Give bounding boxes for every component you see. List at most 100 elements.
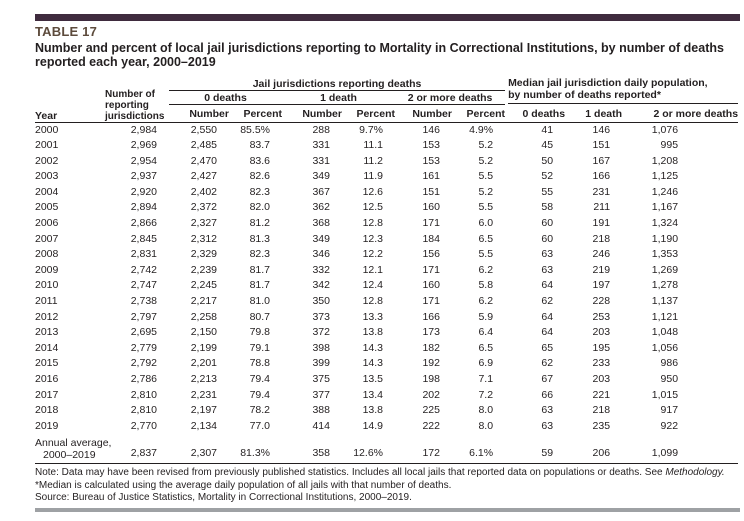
table-cell: 1,125 (651, 170, 679, 183)
table-cell: 6.5 (478, 232, 494, 245)
table-cell: 171 (422, 263, 440, 276)
table-cell: 202 (422, 388, 440, 401)
table-cell: 2,231 (190, 388, 217, 401)
table-notes: Note: Data may have been revised from pr… (35, 467, 740, 504)
table-cell: 59 (505, 434, 566, 465)
table-cell: 362 (312, 201, 330, 214)
table-cell: 1,076 (651, 123, 679, 136)
table-cell: 331 (312, 139, 330, 152)
year-cell: 2009 (35, 263, 59, 276)
table-cell: 2,470 (190, 154, 217, 167)
table-cell: 79.4 (249, 373, 270, 385)
table-row: 2018 2,810 2,197 78.2 388 13.8 225 8.0 63 218 917 (35, 403, 738, 419)
year-cell: 2002 (35, 154, 59, 167)
table-cell: 2,792 (130, 357, 157, 370)
table-cell: 173 (422, 326, 440, 339)
header-row-groups: Year Number of reporting jurisdictions J… (35, 77, 739, 123)
table-row: 2015 2,792 2,201 78.8 399 14.3 192 6.9 62 233 986 (35, 356, 738, 372)
col-header-percent-0-deaths: Percent (229, 104, 282, 123)
table-cell: 52 (541, 170, 554, 183)
table-cell: 225 (422, 404, 440, 417)
col-header-number-0-deaths: Number (169, 104, 229, 123)
col-header-reporting-jurisdictions: Number of reporting jurisdictions (97, 77, 169, 123)
table-cell: 11.1 (363, 139, 383, 152)
table-cell: 79.8 (249, 326, 270, 339)
table-cell: 2,201 (190, 357, 217, 370)
table-cell: 350 (312, 295, 330, 308)
table-header: Year Number of reporting jurisdictions J… (35, 77, 739, 123)
table-cell: 2,258 (190, 310, 217, 323)
table-cell: 2,894 (130, 201, 157, 214)
table-label: TABLE 17 (35, 24, 98, 39)
table-cell: 2,134 (190, 419, 217, 432)
table-cell: 2,329 (190, 248, 217, 261)
table-cell: 218 (592, 404, 611, 417)
table-cell: 64 (541, 279, 554, 292)
table-cell: 2,485 (190, 139, 217, 152)
table-cell: 83.7 (249, 139, 270, 152)
year-cell: 2003 (35, 170, 59, 183)
table-cell: 5.2 (478, 185, 494, 198)
note-methodology-italic: Methodology. (665, 467, 725, 479)
table-row: 2016 2,786 2,213 79.4 375 13.5 198 7.1 67 203 950 (35, 372, 738, 388)
col-header-median-0-deaths: 0 deaths (505, 104, 566, 123)
table-cell: 85.5% (240, 123, 270, 136)
table-cell: 191 (592, 217, 611, 230)
table-cell: 2,550 (190, 123, 217, 136)
year-cell: 2019 (35, 419, 59, 432)
table-cell: 8.0 (478, 419, 494, 432)
table-cell: 373 (312, 310, 330, 323)
col-header-median-1-death: 1 death (565, 104, 623, 123)
table-cell: 1,137 (651, 295, 679, 308)
table-cell: 1,099 (622, 434, 739, 465)
table-row: 2019 2,770 2,134 77.0 414 14.9 222 8.0 63 235 922 (35, 419, 738, 435)
table-cell: 153 (422, 139, 440, 152)
table-cell: 184 (422, 232, 440, 245)
table-row: 2004 2,920 2,402 82.3 367 12.6 151 5.2 55 231 1,24… (35, 185, 738, 201)
table-cell: 231 (592, 185, 611, 198)
table-cell: 5.8 (478, 279, 494, 292)
table-cell: 2,866 (130, 217, 157, 230)
table-cell: 197 (592, 279, 611, 292)
table-cell: 82.0 (249, 201, 270, 214)
table-cell: 62 (541, 295, 554, 308)
table-cell: 2,245 (190, 279, 217, 292)
table-cell: 2,213 (190, 373, 217, 385)
table-cell: 5.2 (478, 139, 494, 152)
table-cell: 45 (541, 139, 554, 152)
table-cell: 13.5 (362, 373, 383, 385)
table-cell: 2,837 (97, 434, 169, 465)
table-cell: 2,742 (130, 263, 157, 276)
table-cell: 58 (541, 201, 554, 214)
table-cell: 81.3% (229, 434, 282, 465)
year-cell: 2013 (35, 326, 59, 339)
table-cell: 398 (312, 341, 330, 354)
table-cell: 11.9 (363, 170, 383, 183)
table-cell: 218 (592, 232, 611, 245)
table-cell: 55 (541, 185, 554, 198)
table-row: 2001 2,969 2,485 83.7 331 11.1 153 5.2 45 151 995 (35, 138, 738, 154)
table-cell: 1,048 (651, 326, 679, 339)
table-cell: 6.2 (478, 263, 494, 276)
year-cell: 2005 (35, 201, 59, 214)
col-header-reporting-jurisdictions-text: Number of reporting jurisdictions (105, 88, 165, 122)
table-cell: 63 (541, 248, 554, 261)
table-cell: 14.3 (362, 357, 383, 370)
table-cell: 5.5 (478, 170, 494, 183)
table-cell: 922 (660, 419, 679, 432)
table-cell: 5.2 (478, 154, 494, 167)
table-cell: 198 (422, 373, 440, 385)
table-cell: 1,324 (651, 217, 679, 230)
table-cell: 372 (312, 326, 330, 339)
col-group-2-or-more-deaths: 2 or more deaths (395, 90, 506, 105)
table-cell: 222 (422, 419, 440, 432)
table-cell: 414 (312, 419, 330, 432)
table-cell: 82.3 (249, 185, 270, 198)
table-cell: 64 (541, 310, 554, 323)
table-cell: 5.5 (478, 201, 494, 214)
table-cell: 160 (422, 279, 440, 292)
table-cell: 2,150 (190, 326, 217, 339)
col-header-number-1-death: Number (282, 104, 342, 123)
table-cell: 78.8 (249, 357, 270, 370)
